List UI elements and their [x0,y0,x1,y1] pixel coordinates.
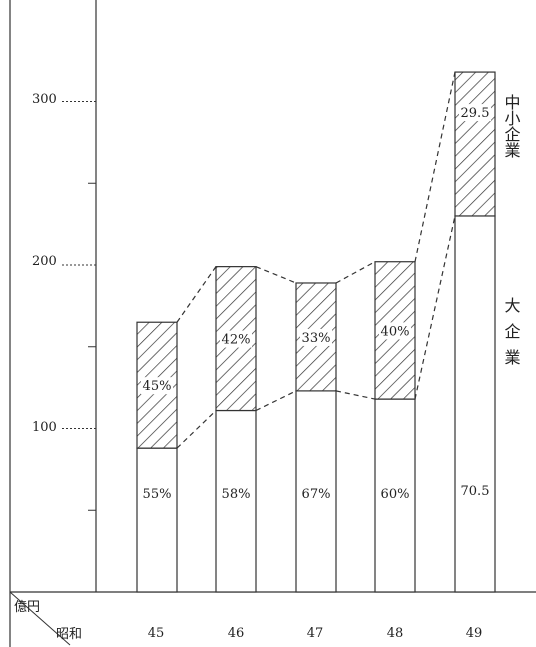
y-tick-label-300: 300 [32,92,57,107]
pct-label-bg [379,322,411,340]
pct-label-small-49: 29.5 [461,106,490,121]
y-unit-label: 億円 [14,599,40,615]
bar-large-46 [215,409,257,593]
series-label-large-business: 大企業 [502,297,521,375]
connector-split [176,410,217,449]
x-tick-label-47: 47 [307,626,324,641]
pct-label-large-46: 58% [222,487,251,502]
series-label-small-business: 中小企業 [502,94,521,158]
pct-label-bg [459,104,491,122]
bar-small-49 [454,71,496,217]
x-tick-label-49: 49 [466,626,483,641]
y-tick-label-100: 100 [32,420,57,435]
bar-large-45 [136,447,178,593]
connector-split [255,390,297,412]
x-tick-label-48: 48 [387,626,404,641]
pct-label-small-47: 33% [302,331,331,346]
connector-top [414,71,456,262]
pct-label-large-48: 60% [381,487,410,502]
connector-top [176,266,217,323]
dashed-connectors [176,71,456,449]
pct-label-large-47: 67% [302,487,331,502]
x-unit-label: 昭和 [56,627,82,642]
pct-label-bg [141,377,173,395]
connector-split [335,390,376,400]
x-tick-label-45: 45 [148,626,165,641]
pct-label-small-46: 42% [222,333,251,348]
y-tick-label-200: 200 [32,254,57,269]
bar-large-47 [295,390,337,593]
connector-top [255,266,297,284]
bars [136,71,496,593]
connector-split [414,215,456,400]
pct-label-small-45: 45% [143,379,172,394]
bar-large-48 [374,398,416,593]
y-ticks [62,101,96,511]
x-tick-label-46: 46 [228,626,245,641]
pct-label-small-48: 40% [381,324,410,339]
pct-label-large-45: 55% [143,487,172,502]
data-labels: 45% 55% 42% 58% 33% 67% 40% 60% 29.5 70.5 [141,104,491,502]
connector-top [335,261,376,284]
pct-label-bg [220,330,252,348]
corner-divider [9,591,71,646]
pct-label-large-49: 70.5 [461,484,490,499]
pct-label-bg [300,328,332,346]
bar-large-49 [454,215,496,593]
